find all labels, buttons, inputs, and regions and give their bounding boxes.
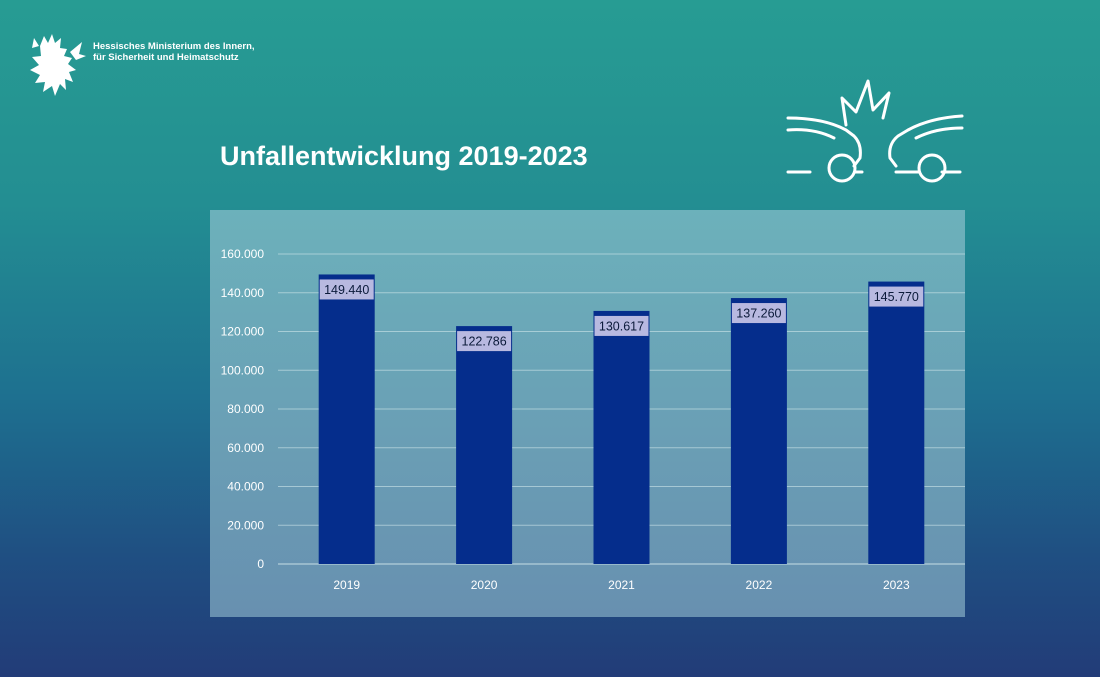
x-tick-label: 2019 xyxy=(333,578,360,592)
y-tick-label: 160.000 xyxy=(221,247,265,261)
y-tick-label: 0 xyxy=(257,557,264,571)
bar-2021 xyxy=(593,310,650,564)
y-tick-label: 40.000 xyxy=(227,480,264,494)
data-label-2019: 149.440 xyxy=(324,283,369,297)
data-label-2023: 145.770 xyxy=(874,290,919,304)
x-tick-label: 2023 xyxy=(883,578,910,592)
chart-title: Unfallentwicklung 2019-2023 xyxy=(220,141,588,171)
y-tick-label: 140.000 xyxy=(221,286,265,300)
data-label-box xyxy=(319,279,374,300)
bar-2023 xyxy=(868,281,925,564)
ministry-name-line2: für Sicherheit und Heimatschutz xyxy=(93,52,239,63)
hessen-lion-icon xyxy=(30,34,86,96)
ministry-name: Hessisches Ministerium des Innern, für S… xyxy=(93,41,255,63)
car-crash-icon xyxy=(786,79,964,183)
bar-chart: 0 20.000 40.000 60.000 80.000 100.000 120.000 1… xyxy=(210,210,965,617)
data-label-2021: 130.617 xyxy=(599,319,644,333)
data-label-box xyxy=(594,315,649,336)
y-tick-label: 60.000 xyxy=(227,441,264,455)
data-label-box xyxy=(869,286,924,307)
data-label-box xyxy=(731,303,786,324)
y-tick-label: 100.000 xyxy=(221,363,265,377)
ministry-name-line1: Hessisches Ministerium des Innern, xyxy=(93,41,255,52)
x-tick-label: 2021 xyxy=(608,578,635,592)
data-label-2022: 137.260 xyxy=(736,307,781,321)
x-tick-label: 2022 xyxy=(746,578,773,592)
data-label-2020: 122.786 xyxy=(462,335,507,349)
bar-2022 xyxy=(730,298,787,564)
data-label-box xyxy=(457,331,512,352)
bar-2020 xyxy=(456,326,513,564)
y-tick-label: 20.000 xyxy=(227,518,264,532)
bar-2019 xyxy=(318,274,375,564)
y-tick-label: 80.000 xyxy=(227,402,264,416)
y-tick-label: 120.000 xyxy=(221,325,265,339)
x-tick-label: 2020 xyxy=(471,578,498,592)
